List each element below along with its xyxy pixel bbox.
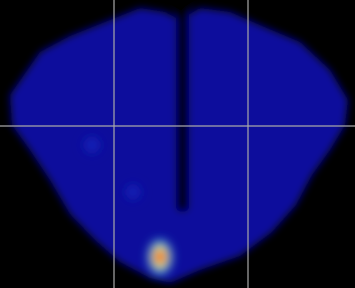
minor-spot [80, 133, 104, 157]
heatmap-view [0, 0, 355, 288]
page: (() => { const data = JSON.parse(documen… [0, 0, 355, 288]
minor-spot [122, 181, 144, 203]
hot-spot [146, 237, 174, 277]
midline-gap [176, 0, 189, 212]
